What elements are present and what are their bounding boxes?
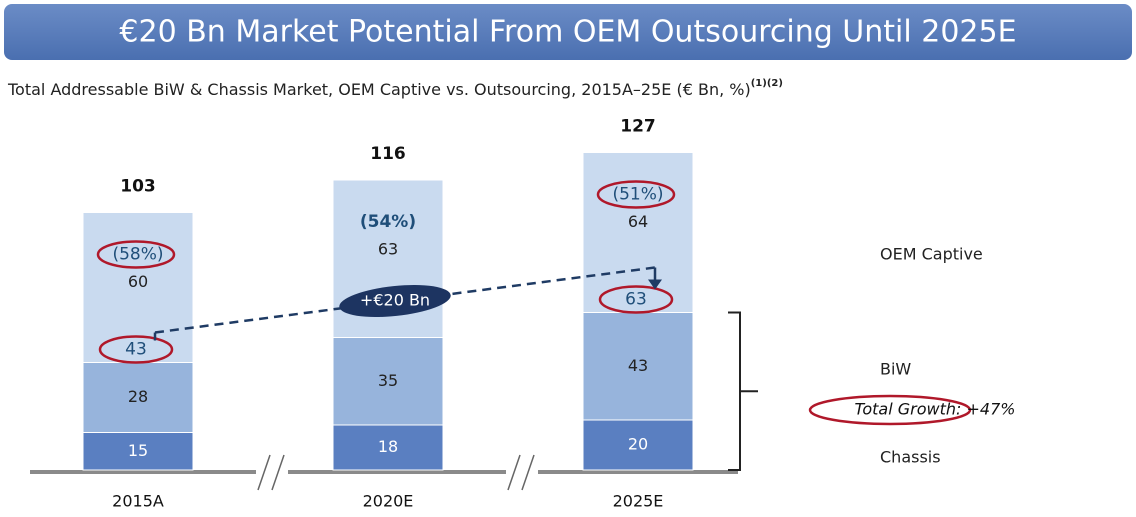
growth-line [154,266,656,334]
growth-badge [339,284,451,318]
value-label: 60 [128,272,148,291]
highlight-circle [98,335,174,364]
share-label: (51%) [612,185,663,205]
outsourcing-label: 43 [125,340,147,360]
value-label: 20 [628,435,648,454]
outsourcing-label: 63 [625,290,647,310]
growth-arrow-head [648,279,662,290]
axis-breaks [256,454,538,491]
x-tick-label: 2020E [363,492,414,511]
bracket [728,311,758,471]
bar-segment [332,337,444,426]
x-tick-label: 2015A [112,492,164,511]
title-bar [4,4,1132,60]
subtitle-note: (1)(2) [751,78,783,89]
highlight-circle [598,285,674,314]
total-label: 127 [620,117,656,137]
bar-segment [332,424,444,471]
bar-segment [82,362,194,433]
bar-segment [582,152,694,313]
bar-segment [582,419,694,471]
value-label: 35 [378,371,398,390]
highlight-circle [96,240,176,269]
value-label: 63 [378,240,398,259]
total-label: 103 [120,177,156,197]
value-label: 18 [378,437,398,456]
legend-label: BiW [880,360,911,379]
x-tick-label: 2025E [613,492,664,511]
highlight-circle [808,394,972,426]
highlight-circle [596,180,676,209]
legend-label: OEM Captive [880,245,983,264]
share-label: (58%) [112,245,163,265]
total-growth: Total Growth: +47% [855,400,1016,419]
value-label: 28 [128,387,148,406]
value-label: 64 [628,212,648,231]
subtitle: Total Addressable BiW & Chassis Market, … [7,78,783,99]
share-label: (54%) [360,212,416,232]
chart-title: €20 Bn Market Potential From OEM Outsour… [119,15,1016,50]
growth-label: +€20 Bn [360,291,430,310]
value-label: 15 [128,441,148,460]
value-label: 43 [628,356,648,375]
subtitle-text: Total Addressable BiW & Chassis Market, … [7,80,751,99]
legend-label: Chassis [880,448,941,467]
total-label: 116 [370,144,406,164]
